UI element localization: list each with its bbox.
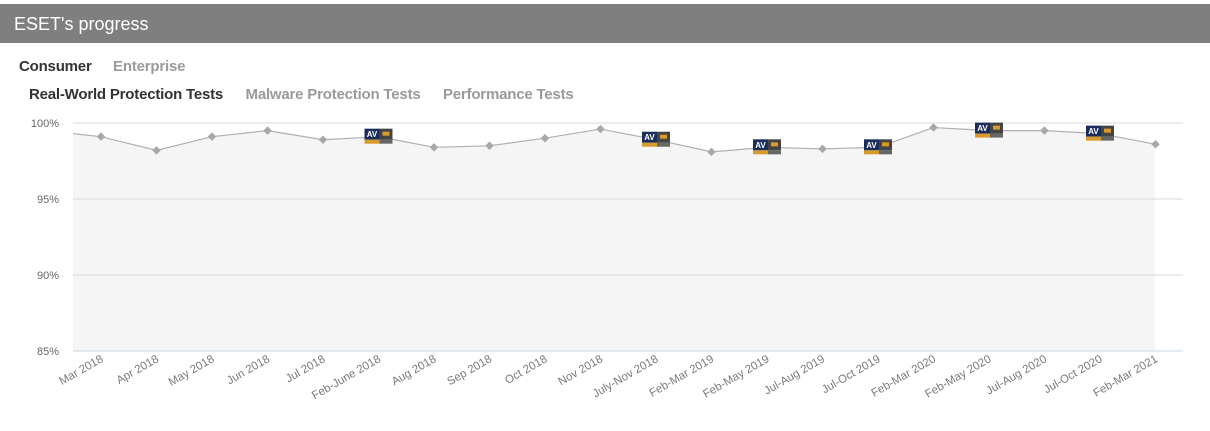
svg-text:AV: AV (866, 141, 877, 150)
award-badge-icon: AV (364, 128, 393, 144)
y-tick-label: 85% (37, 346, 59, 358)
y-tick-label: 100% (31, 118, 59, 130)
chart-area (73, 127, 1156, 351)
x-tick-label: Jul-Aug 2020 (984, 353, 1049, 397)
product-tabs: Consumer Enterprise (19, 58, 202, 76)
y-tick-label: 90% (37, 270, 59, 282)
x-tick-label: Sep 2018 (445, 353, 494, 388)
tab-malware-protection[interactable]: Malware Protection Tests (245, 86, 421, 103)
tab-real-world-protection[interactable]: Real-World Protection Tests (29, 86, 224, 103)
data-point (152, 146, 161, 155)
svg-text:AV: AV (977, 124, 988, 133)
tab-performance[interactable]: Performance Tests (442, 86, 574, 103)
page-header: ESET's progress (0, 4, 1210, 43)
data-point (96, 132, 106, 141)
y-tick-label: 95% (37, 194, 59, 206)
x-tick-label: Mar 2018 (57, 353, 105, 388)
x-tick-label: Oct 2018 (503, 353, 549, 387)
x-tick-label: Jun 2018 (225, 353, 272, 387)
x-tick-label: Jul-Aug 2019 (762, 353, 827, 397)
tab-enterprise[interactable]: Enterprise (113, 58, 186, 75)
x-tick-label: Aug 2018 (390, 353, 439, 388)
svg-text:AV: AV (644, 133, 655, 142)
x-tick-label: May 2018 (167, 353, 217, 389)
data-point (318, 135, 328, 144)
award-badge-icon: AV (975, 122, 1003, 138)
data-point (429, 143, 439, 152)
svg-text:AV: AV (1088, 127, 1099, 136)
data-point (485, 141, 494, 151)
data-point (207, 132, 217, 141)
x-tick-label: Jul 2018 (284, 353, 328, 385)
page-title: ESET's progress (14, 14, 149, 34)
svg-text:AV: AV (367, 130, 378, 139)
award-badge-icon: AV (864, 139, 892, 155)
x-tick-label: Apr 2018 (115, 353, 161, 387)
tab-consumer[interactable]: Consumer (19, 58, 92, 75)
award-badge-icon: AV (642, 131, 670, 147)
x-tick-label: Nov 2018 (556, 353, 605, 388)
test-type-tabs: Real-World Protection Tests Malware Prot… (29, 86, 592, 104)
svg-text:AV: AV (755, 141, 766, 150)
award-badge-icon: AV (753, 139, 781, 155)
award-badge-icon: AV (1086, 125, 1114, 141)
